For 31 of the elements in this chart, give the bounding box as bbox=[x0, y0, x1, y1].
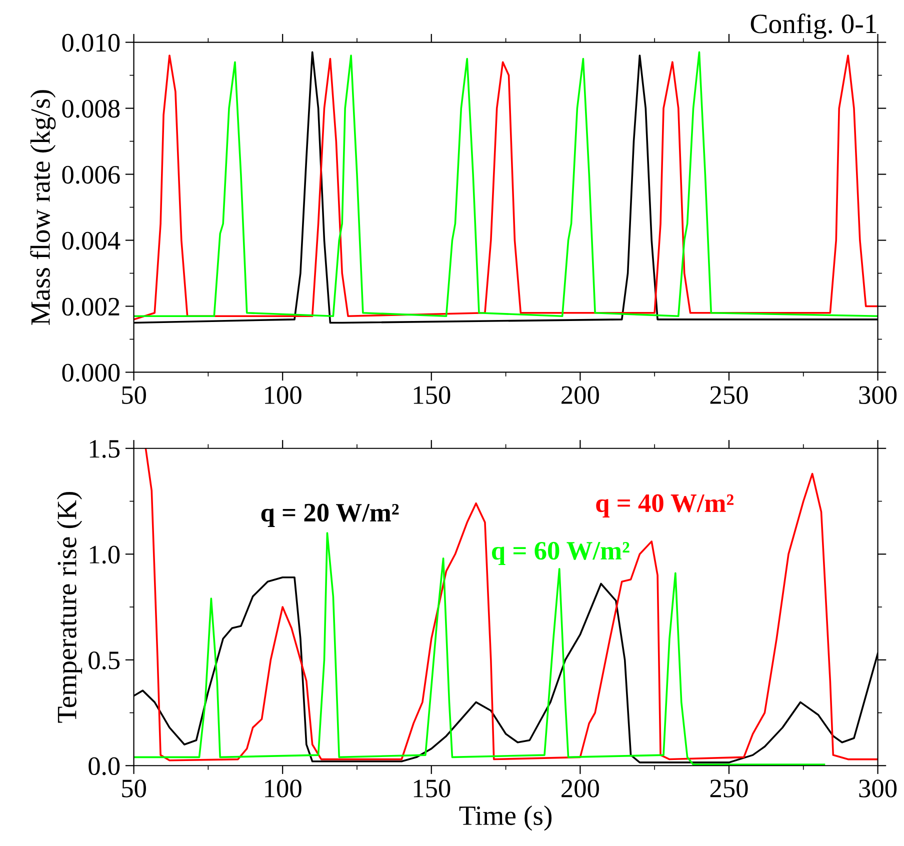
text: q = 20 W/m² bbox=[261, 504, 399, 527]
x-tick-label: 150 bbox=[414, 386, 450, 404]
x-axis-title: Time (s) bbox=[459, 806, 552, 831]
x-tick-label: 250 bbox=[710, 780, 748, 798]
x-tick-label: 200 bbox=[562, 386, 599, 404]
y-tick-label: 0.008 bbox=[62, 100, 120, 118]
y-tick-label: 0.002 bbox=[62, 298, 120, 316]
series-label: q = 60 W/m² bbox=[492, 542, 630, 566]
x-tick-label: 300 bbox=[859, 780, 897, 798]
line-series bbox=[144, 448, 878, 762]
x-tick-label: 100 bbox=[265, 780, 302, 798]
series-label: q = 40 W/m² bbox=[596, 494, 734, 518]
x-tick-label: 300 bbox=[859, 386, 897, 404]
line-series bbox=[134, 532, 826, 766]
x-tick-label: 250 bbox=[710, 386, 748, 404]
y-tick-label: 1.0 bbox=[90, 546, 120, 564]
y-tick-label: 0.006 bbox=[62, 166, 120, 184]
text: Config. 0-1 bbox=[750, 13, 876, 39]
y-tick-label: 0.010 bbox=[62, 34, 120, 52]
x-tick-label: 50 bbox=[122, 386, 146, 404]
x-tick-label: 150 bbox=[414, 780, 450, 798]
y-tick-label: 0.004 bbox=[62, 232, 120, 250]
y-tick-label: 1.5 bbox=[90, 440, 120, 458]
y-tick-label: 0.5 bbox=[88, 651, 120, 670]
y-tick-label: 0.000 bbox=[62, 364, 120, 382]
y-axis-title: Temperature rise (K) bbox=[56, 492, 82, 723]
x-tick-label: 200 bbox=[562, 780, 599, 798]
x-tick-label: 50 bbox=[122, 780, 146, 798]
x-tick-label: 100 bbox=[265, 386, 302, 404]
y-axis-title: Mass flow rate (kg/s) bbox=[30, 90, 56, 325]
y-tick-label: 0.0 bbox=[88, 757, 120, 776]
